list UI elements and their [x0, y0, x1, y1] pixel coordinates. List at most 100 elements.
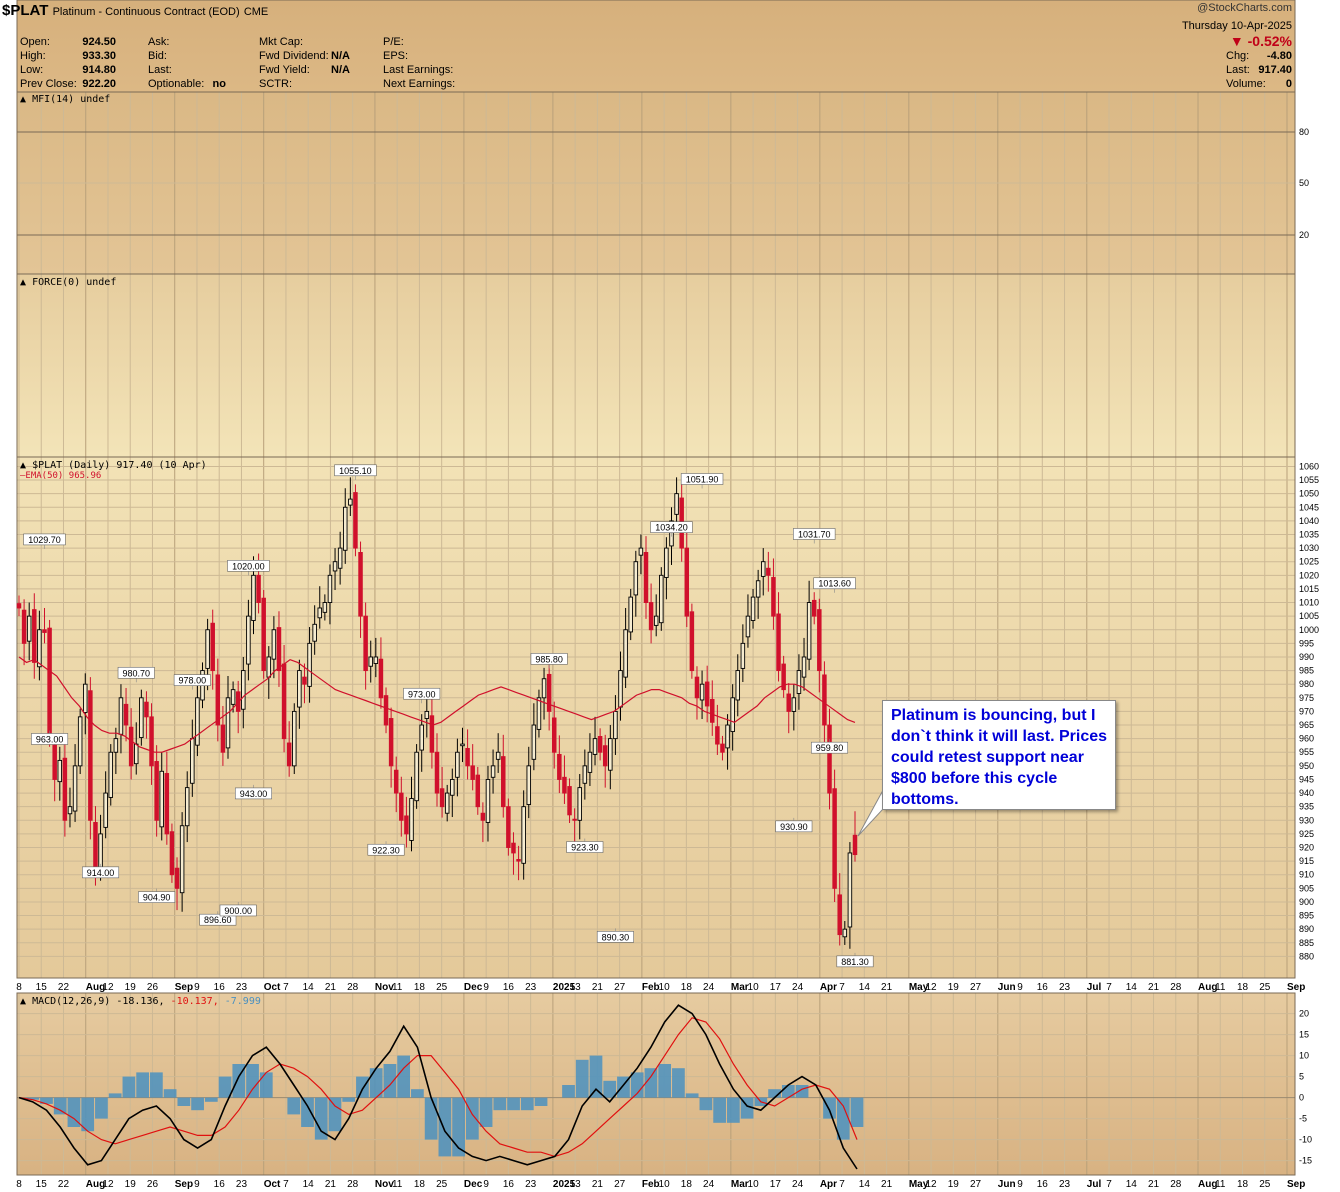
annotation-box: [403, 687, 441, 700]
date-tick-label: 21: [325, 1179, 337, 1190]
annotation-box: [566, 841, 604, 853]
candle-body: [62, 757, 68, 821]
price-tick-label: 940: [1299, 788, 1314, 798]
candle-body: [444, 792, 450, 814]
date-tick-label: 18: [681, 1179, 693, 1190]
macd-histogram-bar: [191, 1097, 204, 1111]
candle-body: [251, 574, 256, 621]
date-tick-label: 21: [1148, 982, 1160, 993]
candle-body: [195, 697, 200, 746]
candle-body: [271, 629, 277, 660]
price-tick-label: 910: [1299, 870, 1314, 880]
optionable-label: Optionable:: [148, 78, 205, 90]
candle-body: [608, 738, 613, 771]
date-tick-label: 17: [770, 1179, 782, 1190]
candle-body: [465, 747, 470, 767]
candle-body: [256, 574, 261, 603]
macd-tick-label: 15: [1299, 1030, 1309, 1040]
candle-body: [241, 670, 246, 710]
date-tick-label: Sep: [175, 1179, 193, 1190]
candle-body: [266, 656, 272, 678]
macd-panel-label: ▲ MACD(12,26,9) -18.136, -10.137, -7.999: [20, 996, 261, 1007]
date-tick-label: 27: [970, 982, 982, 993]
candle-body: [205, 629, 210, 669]
candle-body: [760, 561, 766, 577]
date-tick-label: Aug: [1198, 1179, 1217, 1190]
candle-body: [470, 765, 475, 780]
price-tick-label: 1010: [1299, 598, 1319, 608]
date-tick-label: 25: [1259, 1179, 1271, 1190]
date-axis-top: [17, 978, 1295, 993]
annotation-label: 1020.00: [232, 561, 265, 571]
date-tick-label: Feb: [642, 1179, 660, 1190]
macd-histogram-bar: [122, 1076, 136, 1098]
candle-body: [536, 697, 542, 730]
date-tick-label: 14: [303, 1179, 315, 1190]
macd-histogram-bar: [534, 1097, 548, 1106]
macd-histogram-bar: [53, 1097, 67, 1115]
annotation-label: 985.80: [535, 654, 563, 664]
annotation-box: [138, 891, 176, 903]
exchange-name: CME: [243, 6, 269, 18]
annotation-box: [793, 528, 836, 540]
date-tick-label: 18: [681, 982, 693, 993]
annotation-label: 1051.90: [686, 474, 719, 484]
macd-histogram-bar: [507, 1097, 520, 1111]
price-tick-label: 965: [1299, 720, 1314, 730]
macd-histogram-bar: [67, 1097, 81, 1127]
price-tick-label: 890: [1299, 924, 1314, 934]
candle-body: [485, 779, 491, 823]
candle-body: [511, 842, 516, 854]
candle-body: [67, 806, 73, 815]
date-tick-label: 15: [36, 1179, 48, 1190]
candle-body: [32, 609, 37, 663]
candle-body: [393, 769, 399, 794]
candle-body: [817, 609, 822, 672]
macd-histogram-bar: [630, 1072, 644, 1098]
macd-histogram-bar: [369, 1068, 383, 1098]
price-label-text: $PLAT (Daily) 917.40 (10 Apr): [32, 460, 207, 471]
candle-body: [842, 928, 848, 938]
bid-label: Bid:: [148, 50, 167, 62]
candle-body: [77, 716, 83, 767]
macd-histogram-bar: [81, 1097, 95, 1132]
price-tick-label: 1030: [1299, 543, 1319, 553]
date-tick-label: 12: [926, 982, 938, 993]
candle-body: [735, 670, 741, 701]
annotation-label: 914.00: [87, 868, 115, 878]
eps-label: EPS:: [383, 50, 409, 62]
candle-body: [353, 492, 358, 549]
candle-body: [108, 751, 114, 798]
price-tick-label: 945: [1299, 774, 1314, 784]
candle-body: [745, 615, 751, 638]
candle-body: [730, 697, 735, 733]
date-tick-label: 7: [1106, 982, 1112, 993]
price-tick-label: 1000: [1299, 625, 1319, 635]
date-tick-label: 7: [839, 1179, 845, 1190]
candle-body: [521, 806, 526, 864]
date-tick-label: 9: [483, 1179, 489, 1190]
date-tick-label: Aug: [86, 982, 105, 993]
candle-body: [281, 663, 287, 740]
date-tick-label: Jul: [1087, 1179, 1102, 1190]
annotation-box: [367, 843, 405, 856]
annotation-label: 904.90: [143, 893, 171, 903]
macd-histogram-bar: [356, 1076, 369, 1098]
macd-histogram-bar: [150, 1072, 163, 1098]
quote-header: $PLAT Platinum - Continuous Contract (EO…: [0, 0, 1340, 92]
annotation-box: [31, 733, 69, 745]
price-icon: ▲: [20, 460, 27, 471]
ema-legend: —EMA(50) 965.96: [20, 471, 101, 481]
date-tick-label: 14: [859, 1179, 871, 1190]
date-tick-label: 11: [1215, 982, 1226, 993]
macd-histogram-bar: [575, 1059, 589, 1098]
candle-body: [811, 599, 817, 617]
macd-histogram-bar: [259, 1072, 273, 1098]
candle-body: [623, 629, 628, 678]
candle-body: [57, 759, 63, 783]
candle-body: [450, 779, 455, 796]
macd-histogram-bar: [204, 1097, 218, 1102]
macd-histogram-bar: [850, 1097, 864, 1127]
date-tick-label: Sep: [1287, 1179, 1305, 1190]
macd-histogram-bar: [95, 1097, 108, 1119]
